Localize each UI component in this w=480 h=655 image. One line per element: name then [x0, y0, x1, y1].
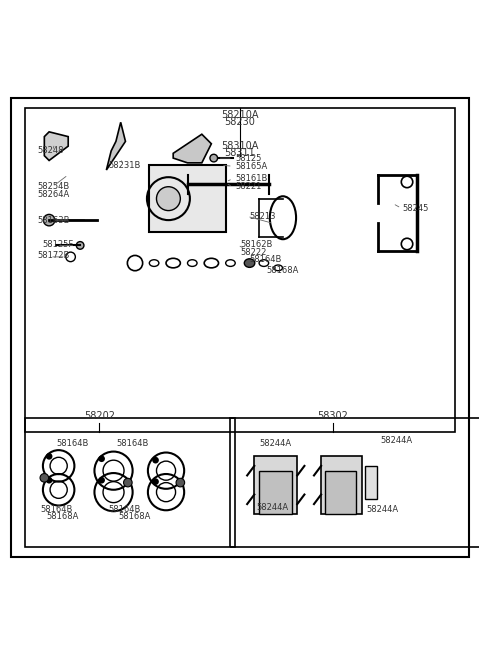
Text: 58311: 58311 — [225, 148, 255, 159]
Circle shape — [152, 478, 159, 485]
Bar — [254, 457, 297, 514]
Text: 58244A: 58244A — [366, 505, 398, 514]
Text: 58164B: 58164B — [40, 505, 73, 514]
Circle shape — [123, 478, 132, 487]
Text: 58125F: 58125F — [42, 240, 73, 250]
Bar — [259, 471, 292, 514]
Text: 58248: 58248 — [37, 147, 64, 155]
Circle shape — [40, 474, 48, 482]
Text: 58222: 58222 — [240, 248, 266, 257]
Text: 58310A: 58310A — [221, 141, 259, 151]
Circle shape — [46, 477, 52, 483]
Text: 58244A: 58244A — [381, 436, 413, 445]
Text: 58302: 58302 — [318, 411, 348, 421]
Circle shape — [43, 214, 55, 226]
Text: 58244A: 58244A — [259, 439, 291, 448]
Circle shape — [76, 242, 84, 250]
Text: 58168A: 58168A — [266, 266, 299, 274]
Bar — [365, 466, 377, 499]
Ellipse shape — [244, 259, 255, 267]
Text: 58221: 58221 — [235, 182, 262, 191]
Text: 58244A: 58244A — [257, 504, 289, 512]
Text: 58213: 58213 — [250, 212, 276, 221]
Text: 58210A: 58210A — [221, 110, 259, 120]
Text: 58164B: 58164B — [250, 255, 282, 264]
Polygon shape — [173, 134, 211, 163]
Text: 58164B: 58164B — [56, 439, 89, 448]
Text: 58231B: 58231B — [109, 160, 141, 170]
Text: 58168A: 58168A — [118, 512, 151, 521]
Bar — [325, 471, 356, 514]
Polygon shape — [149, 165, 226, 232]
Text: 58125: 58125 — [235, 153, 262, 162]
Circle shape — [156, 187, 180, 210]
Text: 58163B: 58163B — [37, 215, 70, 225]
Polygon shape — [107, 122, 125, 170]
Text: 58165A: 58165A — [235, 162, 267, 171]
Circle shape — [46, 453, 52, 460]
Text: 58202: 58202 — [84, 411, 115, 421]
Text: 58264A: 58264A — [37, 191, 70, 199]
Text: 58172B: 58172B — [37, 252, 70, 261]
Circle shape — [210, 155, 217, 162]
Bar — [321, 457, 362, 514]
Polygon shape — [44, 132, 68, 160]
Circle shape — [176, 478, 185, 487]
Circle shape — [152, 457, 159, 464]
Circle shape — [98, 455, 105, 462]
Text: 58168A: 58168A — [47, 512, 79, 521]
Circle shape — [98, 477, 105, 483]
Text: 58164B: 58164B — [116, 439, 148, 448]
Text: 58254B: 58254B — [37, 182, 70, 191]
Text: 58164B: 58164B — [109, 505, 141, 514]
Text: 58162B: 58162B — [240, 240, 272, 250]
Text: 58161B: 58161B — [235, 174, 268, 183]
Text: 58245: 58245 — [402, 204, 429, 213]
Text: 58230: 58230 — [225, 117, 255, 127]
